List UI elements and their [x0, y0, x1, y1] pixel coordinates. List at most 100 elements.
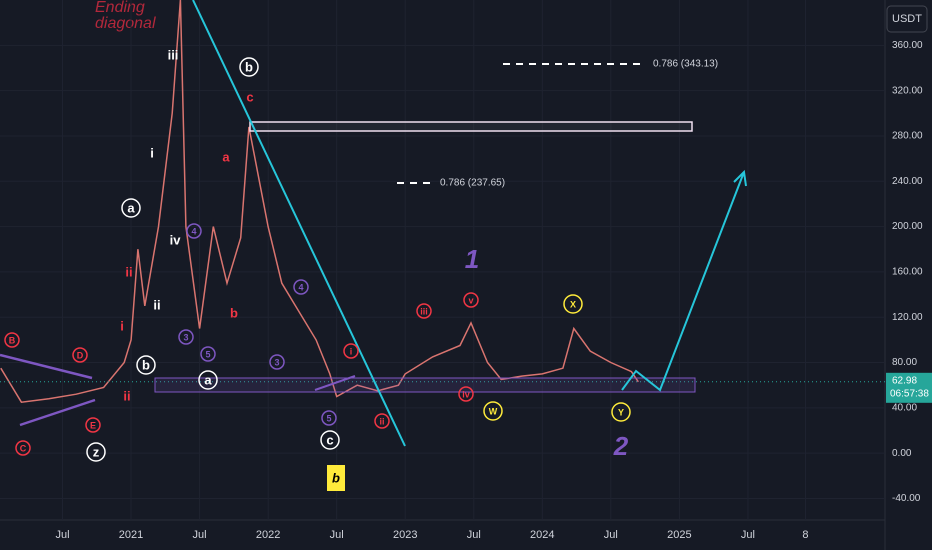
x-tick-label: 2024 — [530, 529, 554, 541]
label-circle — [374, 413, 390, 429]
label-circle — [611, 402, 631, 422]
projection-arrow — [733, 169, 747, 187]
x-tick-label: Jul — [604, 529, 618, 541]
fib-label: 0.786 (237.65) — [440, 178, 505, 189]
wave-label: E — [90, 420, 96, 430]
label-circle — [136, 355, 156, 375]
wave-label: 2 — [613, 431, 629, 461]
wave-label: 3 — [183, 332, 188, 342]
label-circle — [198, 370, 218, 390]
wave-label: iv — [170, 232, 182, 247]
label-circle — [86, 442, 106, 462]
wave-label: X — [570, 299, 576, 309]
last-price: 62.98 — [892, 375, 917, 386]
price-line — [0, 0, 639, 404]
wave-label: iii — [420, 306, 428, 316]
wave-label: ii — [123, 388, 130, 403]
wave-label: ii — [125, 264, 132, 279]
label-circle — [293, 279, 309, 295]
wave-label: 5 — [205, 349, 210, 359]
x-tick-label: Jul — [193, 529, 207, 541]
label-circle — [320, 430, 340, 450]
x-tick-label: Jul — [55, 529, 69, 541]
wave-label: i — [350, 346, 353, 356]
triangle-line — [0, 353, 93, 380]
y-tick-label: -40.00 — [892, 493, 921, 504]
label-circle — [178, 329, 194, 345]
wave-label: ii — [379, 416, 384, 426]
wave-label: z — [93, 444, 100, 459]
x-tick-label: 2023 — [393, 529, 417, 541]
wave-label: D — [77, 350, 84, 360]
wave-label: B — [9, 335, 16, 345]
y-tick-label: 80.00 — [892, 357, 917, 368]
y-tick-label: 240.00 — [892, 176, 923, 187]
trend-line — [192, 0, 406, 447]
x-tick-label: 2021 — [119, 529, 143, 541]
currency: USDT — [892, 13, 922, 25]
label-circle — [483, 401, 503, 421]
wave-label: iv — [462, 389, 470, 399]
wave-label: i — [150, 145, 154, 160]
label-circle — [72, 347, 88, 363]
wave-label: W — [489, 406, 498, 416]
x-tick-label: Jul — [330, 529, 344, 541]
wave-label: a — [204, 372, 212, 387]
price-tag — [886, 372, 932, 403]
label-circle — [321, 410, 337, 426]
label-circle — [186, 223, 202, 239]
wave-label: b — [230, 305, 238, 320]
wave-label: i — [120, 318, 124, 333]
wave-label: b — [332, 470, 340, 485]
triangle-line — [19, 398, 96, 427]
x-tick-label: Jul — [467, 529, 481, 541]
label-circle — [416, 303, 432, 319]
label-circle — [15, 440, 31, 456]
label-circle — [239, 57, 259, 77]
title: diagonal — [95, 15, 156, 32]
x-tick-label: 2022 — [256, 529, 280, 541]
y-tick-label: 200.00 — [892, 221, 923, 232]
wave-label: 5 — [326, 413, 331, 423]
wave-label: b — [245, 59, 253, 74]
countdown: 06:57:38 — [890, 388, 929, 399]
y-tick-label: 40.00 — [892, 402, 917, 413]
projection — [621, 171, 745, 392]
label-circle — [458, 386, 474, 402]
wave-label: Y — [618, 407, 624, 417]
label-circle — [563, 294, 583, 314]
x-tick-label: 8 — [802, 529, 808, 541]
x-tick-label: Jul — [741, 529, 755, 541]
label-box — [327, 465, 345, 491]
label-circle — [200, 346, 216, 362]
y-tick-label: 360.00 — [892, 40, 923, 51]
wave-label: v — [468, 295, 473, 305]
label-circle — [269, 354, 285, 370]
wave-label: c — [326, 432, 333, 447]
label-circle — [463, 292, 479, 308]
wave-label: C — [20, 443, 27, 453]
label-circle — [343, 343, 359, 359]
wave-label: ii — [153, 297, 160, 312]
y-tick-label: 120.00 — [892, 312, 923, 323]
y-tick-label: 280.00 — [892, 131, 923, 142]
y-tick-label: 160.00 — [892, 267, 923, 278]
currency-box[interactable] — [886, 5, 928, 33]
wave-label: a — [127, 200, 135, 215]
label-circle — [121, 198, 141, 218]
support-zone — [154, 377, 696, 393]
wave-label: 3 — [274, 357, 279, 367]
wave-label: 4 — [298, 282, 303, 292]
wave-label: b — [142, 357, 150, 372]
resistance-zone — [249, 121, 693, 132]
triangle-line — [314, 375, 356, 391]
y-tick-label: 0.00 — [892, 448, 912, 459]
wave-label: c — [246, 89, 253, 104]
label-circle — [85, 417, 101, 433]
fib-label: 0.786 (343.13) — [653, 59, 718, 70]
x-tick-label: 2025 — [667, 529, 691, 541]
title: Ending — [95, 0, 145, 16]
